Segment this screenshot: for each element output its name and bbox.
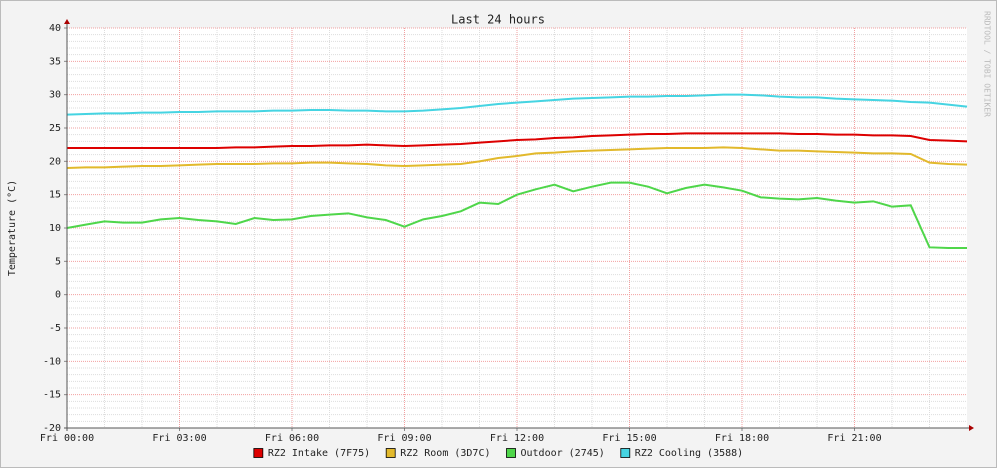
x-tick-label: Fri 06:00: [265, 433, 319, 444]
y-axis-label: Temperature (°C): [7, 180, 18, 276]
legend-item: RZ2 Cooling (3588): [620, 448, 743, 459]
legend-label: RZ2 Intake (7F75): [268, 448, 370, 459]
y-tick-label: 35: [49, 56, 61, 67]
x-tick-label: Fri 15:00: [602, 433, 656, 444]
axes: -20 -15 -10 -5 0 5 10 15 20 25 30 35 40 Fri 00:00 Fri …: [40, 19, 974, 444]
legend: RZ2 Intake (7F75) RZ2 Room (3D7C) Outdoor …: [253, 448, 743, 459]
y-tick-label: 20: [49, 156, 61, 167]
x-tick-label: Fri 00:00: [40, 433, 94, 444]
x-tick-label: Fri 03:00: [152, 433, 206, 444]
legend-item: RZ2 Intake (7F75): [253, 448, 370, 459]
chart-title: Last 24 hours: [451, 13, 545, 27]
y-tick-label: -5: [49, 323, 61, 334]
legend-item: RZ2 Room (3D7C): [385, 448, 491, 459]
y-tick-label: 15: [49, 190, 61, 201]
x-tick-label: Fri 18:00: [715, 433, 769, 444]
y-tick-label: 25: [49, 123, 61, 134]
y-tick-label: -20: [43, 423, 61, 434]
y-tick-label: 40: [49, 23, 61, 34]
series-line: [66, 181, 967, 249]
legend-swatch: [385, 448, 396, 458]
y-tick-label: -10: [43, 356, 61, 367]
legend-swatch: [253, 448, 264, 458]
legend-label: Outdoor (2745): [521, 448, 605, 459]
series-line: [67, 132, 968, 149]
series-line: [66, 146, 968, 169]
watermark: RRDTOOL / TOBI OETIKER: [983, 11, 992, 117]
grid: [66, 27, 967, 429]
legend-swatch: [620, 448, 631, 458]
x-axis-arrow: [969, 425, 974, 431]
lines: [66, 93, 968, 249]
y-tick-label: 30: [49, 90, 61, 101]
y-tick-label: 5: [55, 256, 61, 267]
y-tick-label: 10: [49, 223, 61, 234]
legend-label: RZ2 Cooling (3588): [635, 448, 743, 459]
y-tick-label: 0: [55, 290, 61, 301]
x-tick-label: Fri 21:00: [827, 433, 881, 444]
legend-item: Outdoor (2745): [506, 448, 605, 459]
legend-label: RZ2 Room (3D7C): [400, 448, 490, 459]
series-line: [66, 93, 968, 116]
x-tick-label: Fri 09:00: [377, 433, 431, 444]
x-tick-label: Fri 12:00: [490, 433, 544, 444]
y-tick-label: -15: [43, 390, 61, 401]
legend-swatch: [506, 448, 516, 458]
y-axis-arrow: [64, 19, 70, 24]
